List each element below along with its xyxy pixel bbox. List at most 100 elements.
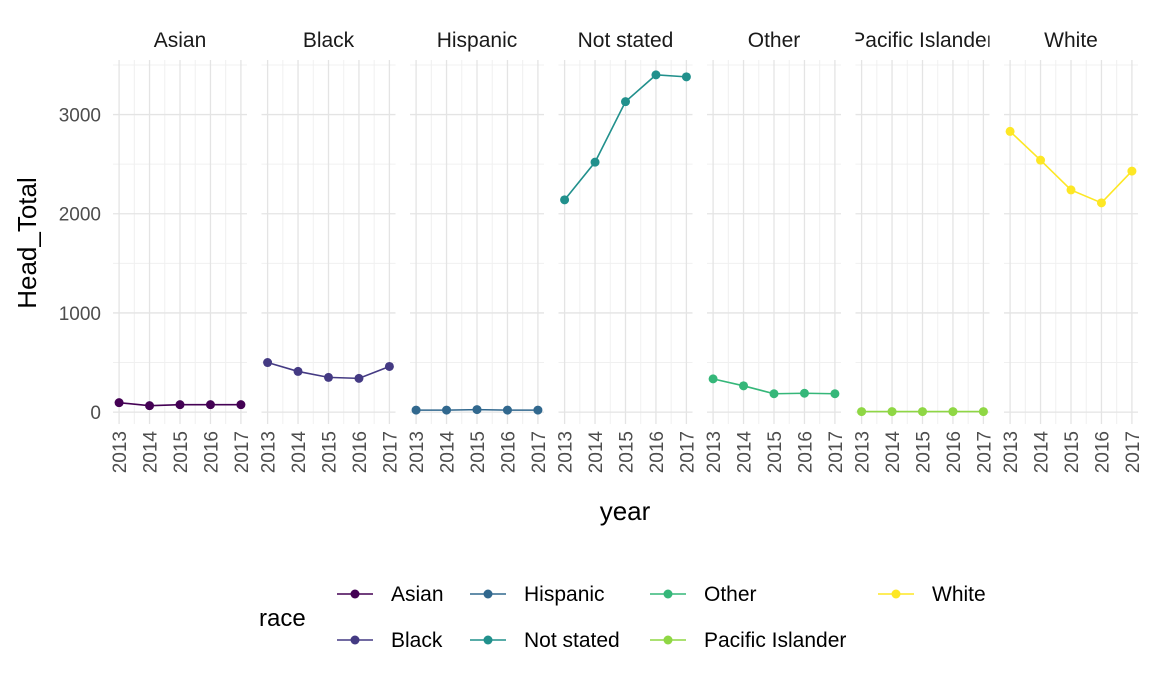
x-tick-label: 2016: [350, 431, 371, 473]
legend-label: White: [932, 583, 986, 606]
legend-label: Asian: [391, 583, 444, 606]
data-point: [472, 405, 482, 415]
legend-item-asian: Asian: [337, 583, 444, 606]
legend-key-point: [663, 589, 673, 599]
x-tick-label: 2016: [647, 431, 668, 473]
legend-key-point: [483, 635, 493, 645]
data-point: [681, 72, 691, 82]
data-point: [857, 407, 867, 417]
data-point: [1005, 126, 1015, 136]
x-tick-label: 2014: [735, 431, 756, 474]
facet-panel-other: Other 2013 2014 2015 2016 2017: [704, 29, 847, 473]
y-axis: 0 1000 2000 3000: [59, 106, 101, 425]
data-point: [799, 388, 809, 398]
data-point: [502, 405, 512, 415]
x-tick-label: 2017: [677, 431, 698, 473]
x-tick-label: 2015: [320, 431, 341, 473]
x-tick-label: 2016: [498, 431, 519, 473]
data-point: [918, 407, 927, 417]
data-point: [621, 97, 630, 107]
facet-panel-asian: Asian 2013 2014 2015 2016 2017: [110, 29, 253, 473]
data-point: [411, 405, 421, 415]
x-tick-label: 2015: [468, 431, 489, 473]
y-tick-label: 1000: [59, 304, 101, 325]
data-point: [1127, 166, 1137, 176]
x-tick-label: 2016: [201, 431, 222, 473]
facet-panel-white: White 2013 2014 2015 2016 2017: [1001, 29, 1144, 473]
data-point: [145, 401, 155, 411]
facet-strip-label: Other: [748, 29, 801, 52]
data-point: [263, 358, 273, 368]
facet-panel-pacific-islander: Pacific Islander 2013 2014 2015 2016 2017: [853, 29, 996, 474]
x-tick-label: 2014: [289, 431, 310, 474]
x-axis-title: year: [600, 496, 651, 526]
x-tick-label: 2017: [232, 431, 253, 473]
data-point: [1096, 198, 1106, 208]
y-tick-label: 3000: [59, 106, 101, 127]
x-tick-label: 2015: [914, 431, 935, 473]
legend-key-point: [350, 635, 360, 645]
x-tick-label: 2013: [1001, 431, 1022, 473]
x-tick-label: 2017: [1123, 431, 1144, 473]
x-tick-label: 2015: [765, 431, 786, 473]
facet-strip-label: Asian: [154, 29, 207, 52]
data-point: [948, 407, 958, 417]
legend-label: Not stated: [524, 629, 620, 652]
facet-panels: Asian 2013 2014 2015 2016 2017 Black 2013 2014 20…: [110, 29, 1144, 473]
legend-item-white: White: [878, 583, 986, 606]
legend-key-point: [663, 635, 673, 645]
data-point: [354, 373, 364, 383]
x-tick-label: 2015: [171, 431, 192, 473]
x-tick-label: 2016: [1092, 431, 1113, 473]
data-point: [533, 405, 543, 415]
legend-key-point: [483, 589, 493, 599]
legend-key-point: [891, 589, 901, 599]
legend-label: Hispanic: [524, 583, 605, 606]
legend-item-not-stated: Not stated: [470, 629, 620, 652]
data-point: [651, 70, 661, 80]
data-point: [769, 389, 779, 399]
x-tick-label: 2014: [1032, 431, 1053, 474]
legend-label: Pacific Islander: [704, 629, 846, 652]
legend: Asian Black Hispanic Not stated Other Pacific…: [337, 583, 986, 652]
legend-key-point: [350, 589, 360, 599]
facet-panel-not-stated: Not stated 2013 2014 2015 2016 2017: [556, 29, 699, 473]
x-tick-label: 2013: [853, 431, 874, 473]
data-point: [590, 157, 600, 167]
legend-item-other: Other: [650, 583, 757, 606]
legend-title: race: [259, 605, 306, 632]
data-point: [114, 398, 124, 408]
x-tick-label: 2014: [141, 431, 162, 474]
y-tick-label: 0: [90, 403, 101, 424]
data-point: [175, 400, 185, 410]
data-point: [293, 366, 303, 376]
data-point: [708, 374, 718, 384]
legend-item-pacific-islander: Pacific Islander: [650, 629, 846, 652]
x-tick-label: 2013: [407, 431, 428, 473]
x-tick-label: 2015: [617, 431, 638, 473]
x-tick-label: 2017: [380, 431, 401, 473]
data-point: [739, 381, 749, 391]
x-tick-label: 2017: [529, 431, 550, 473]
data-point: [560, 195, 570, 205]
data-point: [442, 405, 452, 415]
data-point: [324, 372, 333, 382]
x-tick-label: 2017: [974, 431, 995, 473]
facet-strip-label: White: [1044, 29, 1098, 52]
facet-strip-label: Not stated: [578, 29, 674, 52]
x-tick-label: 2014: [586, 431, 607, 474]
x-tick-label: 2014: [883, 431, 904, 474]
data-point: [830, 389, 840, 399]
facet-panel-hispanic: Hispanic 2013 2014 2015 2016 2017: [407, 29, 550, 473]
data-point: [1036, 155, 1046, 165]
legend-item-black: Black: [337, 629, 443, 652]
data-point: [205, 400, 215, 410]
facet-strip-label: Black: [303, 29, 355, 52]
x-tick-label: 2013: [556, 431, 577, 473]
data-point: [236, 400, 246, 410]
y-axis-title: Head_Total: [12, 177, 42, 309]
legend-item-hispanic: Hispanic: [470, 583, 605, 606]
x-tick-label: 2013: [110, 431, 131, 473]
x-tick-label: 2014: [438, 431, 459, 474]
